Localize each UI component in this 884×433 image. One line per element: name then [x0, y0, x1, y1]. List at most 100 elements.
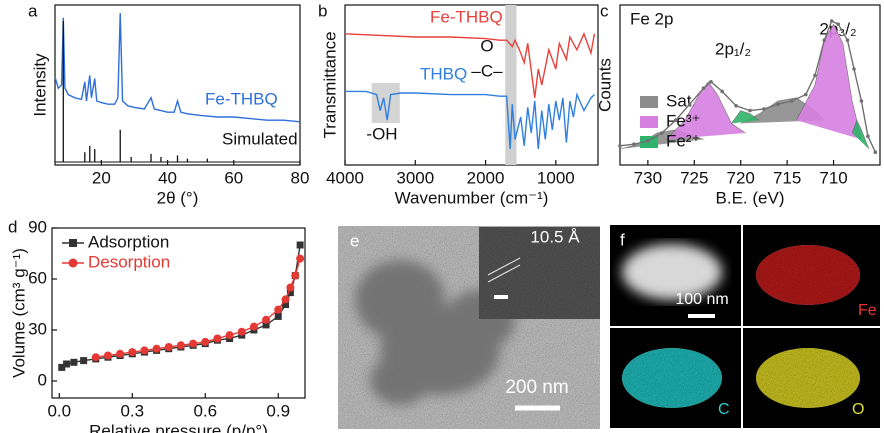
marker [776, 102, 780, 106]
marker [116, 349, 125, 358]
x-axis-label: 2θ (°) [157, 188, 199, 207]
marker [152, 344, 161, 353]
panel-label: a [28, 1, 38, 20]
x-tick-label: 80 [291, 168, 310, 187]
scale-label: 100 nm [675, 291, 728, 308]
marker [274, 312, 282, 320]
x-tick-label: 710 [819, 168, 847, 187]
x-tick-label: 0.3 [120, 401, 144, 420]
marker [281, 295, 290, 304]
x-tick-label: 2000 [467, 168, 505, 187]
marker [873, 150, 878, 154]
marker [748, 108, 752, 113]
panel-label: f [620, 230, 625, 249]
annotation: O [480, 36, 493, 55]
marker [859, 99, 864, 103]
plot-frame [51, 227, 306, 399]
chart-title: Fe 2p [630, 9, 673, 28]
x-tick-label: 60 [224, 168, 243, 187]
marker [103, 351, 112, 360]
marker [646, 139, 650, 143]
marker [734, 104, 738, 108]
marker [58, 363, 66, 371]
legend-marker [68, 258, 78, 268]
x-tick-label: 720 [727, 168, 755, 187]
series-line [619, 20, 876, 153]
marker [813, 73, 817, 78]
series-label: Fe-THBQ [430, 7, 503, 26]
x-tick-label: 20 [92, 168, 111, 187]
x-tick-label: 725 [680, 168, 708, 187]
legend-label: Desorption [88, 252, 170, 271]
y-axis-label: Volume (cm³ g⁻¹) [9, 248, 28, 378]
annotation: –C– [471, 61, 503, 80]
marker [291, 271, 300, 280]
series-label: Simulated [222, 129, 298, 148]
marker [140, 346, 149, 355]
x-tick-label: 3000 [396, 168, 434, 187]
y-tick-label: 90 [28, 217, 47, 236]
marker [845, 38, 850, 42]
annotation: 2p₁/₂ [715, 39, 751, 58]
marker [618, 144, 622, 148]
series-line [345, 90, 595, 150]
panel-label: c [600, 1, 609, 20]
map-label: Fe [858, 302, 877, 319]
marker [866, 134, 870, 138]
marker [687, 102, 692, 106]
x-tick-label: 4000 [326, 168, 364, 187]
marker [762, 107, 766, 111]
tem-image: e 10.5 Å 200 nm [338, 226, 600, 429]
marker [201, 337, 210, 346]
marker [164, 343, 173, 351]
marker [225, 331, 234, 340]
marker [822, 38, 827, 42]
x-tick-label: 715 [773, 168, 801, 187]
plot-frame [619, 4, 881, 166]
marker [296, 254, 305, 263]
marker [128, 348, 137, 357]
marker [286, 283, 295, 292]
marker [282, 301, 290, 308]
series-label: THBQ [420, 64, 467, 83]
legend-marker [69, 239, 77, 247]
panel: 0.0 0.3 0.6 0.9 0 30 60 90 Relative pressure (p/… [8, 217, 306, 433]
marker [70, 358, 78, 366]
marker [803, 92, 808, 97]
x-axis-label: Wavenumber (cm⁻¹) [395, 188, 549, 207]
peak-area [796, 23, 862, 140]
x-axis-label: B.E. (eV) [716, 188, 785, 207]
y-tick-label: 0 [38, 370, 47, 389]
eds-maps: f 100 nm Fe C O [610, 225, 880, 428]
legend-label: Fe²⁺ [666, 131, 700, 150]
marker [213, 334, 222, 343]
panel: 20 40 60 80 2θ (°) Intensity a Fe-THBQ Simulated [28, 1, 309, 207]
y-axis-label: Intensity [30, 53, 49, 117]
x-tick-label: 40 [158, 168, 177, 187]
marker [274, 305, 283, 314]
marker [91, 353, 100, 362]
marker [836, 22, 841, 27]
plot-frame [344, 4, 599, 166]
lattice-label: 10.5 Å [530, 227, 580, 246]
legend-label: Adsorption [88, 232, 169, 251]
series-line [54, 12, 301, 123]
marker [701, 86, 706, 90]
x-axis-label: Relative pressure (p/p°) [89, 421, 268, 433]
plot-frame [54, 4, 301, 166]
x-tick-label: 0.0 [47, 401, 71, 420]
panel-label: b [318, 1, 327, 20]
map-label: C [718, 401, 730, 418]
marker [262, 321, 270, 329]
marker [249, 322, 258, 331]
peak-area [851, 119, 870, 150]
panel-label: e [350, 231, 359, 250]
y-tick-label: 30 [28, 319, 47, 338]
marker [80, 357, 88, 365]
legend-swatch [640, 96, 658, 108]
marker [632, 142, 636, 146]
x-tick-label: 0.6 [193, 401, 217, 420]
marker [673, 118, 678, 122]
